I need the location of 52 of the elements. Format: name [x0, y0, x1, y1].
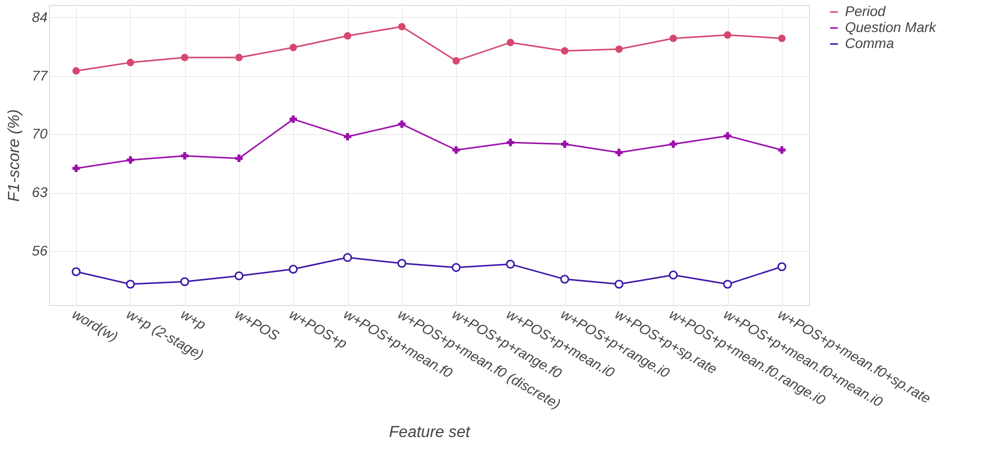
legend-label: Question Mark: [845, 19, 938, 35]
point: [615, 148, 623, 156]
point: [560, 274, 570, 284]
point: [180, 277, 190, 286]
point: [290, 44, 297, 52]
y-tick-label: 63: [32, 184, 48, 200]
point: [615, 45, 623, 53]
point: [724, 31, 732, 39]
point: [126, 280, 135, 289]
point: [777, 262, 786, 272]
point: [724, 132, 732, 140]
point: [72, 267, 81, 276]
x-axis-title: Feature set: [389, 424, 471, 442]
point: [344, 132, 352, 140]
point: [72, 67, 80, 75]
point: [72, 164, 80, 172]
point: [343, 253, 352, 262]
point: [614, 280, 624, 289]
point: [506, 38, 514, 46]
point: [668, 270, 678, 280]
y-tick-label: 56: [32, 242, 48, 258]
y-axis-title: F1-score (%): [6, 109, 23, 202]
y-tick-label: 70: [32, 126, 48, 142]
point: [397, 258, 406, 268]
point: [778, 146, 786, 154]
point: [398, 120, 406, 128]
point: [561, 47, 568, 55]
point: [181, 54, 188, 62]
point: [452, 263, 461, 272]
point: [398, 22, 406, 30]
legend-label: Comma: [845, 35, 894, 51]
point: [290, 115, 297, 123]
point: [288, 264, 298, 274]
point: [234, 271, 244, 280]
legend-label: Period: [845, 3, 887, 19]
point: [181, 152, 188, 160]
point: [506, 138, 514, 146]
point: [126, 156, 134, 164]
point: [452, 146, 460, 154]
point: [126, 58, 134, 66]
point: [670, 34, 677, 42]
point: [235, 54, 243, 62]
point: [561, 140, 568, 148]
point: [670, 140, 677, 148]
point: [723, 280, 732, 289]
point: [778, 34, 786, 42]
point: [344, 32, 352, 40]
point: [452, 57, 460, 65]
y-tick-label: 84: [32, 9, 48, 25]
y-tick-label: 77: [32, 67, 49, 84]
point: [235, 154, 243, 162]
point: [506, 260, 515, 269]
